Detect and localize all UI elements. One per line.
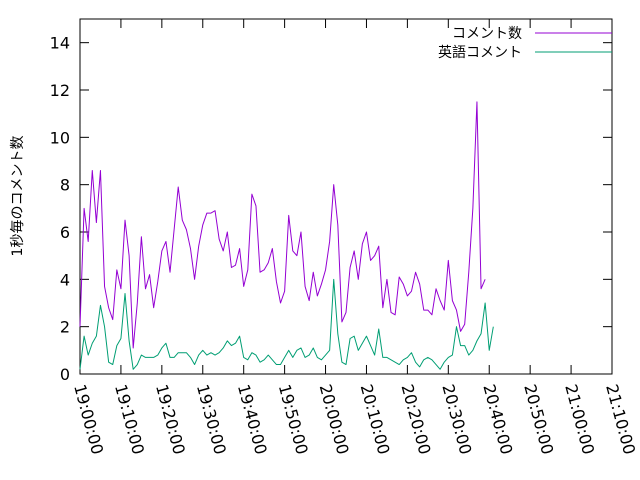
y-tick-label: 10 — [50, 128, 70, 147]
x-tick-label: 20:00:00 — [316, 382, 353, 456]
legend-label-1: コメント数 — [452, 26, 522, 42]
series-line-1 — [79, 101, 486, 349]
series-group — [79, 101, 494, 370]
y-axis: 0 2 4 6 8 10 12 14 — [50, 34, 612, 384]
y-tick-label: 14 — [50, 34, 70, 53]
plot-frame — [79, 18, 613, 375]
y-tick-label: 8 — [60, 176, 70, 195]
y-tick-label: 12 — [50, 81, 70, 100]
y-axis-label: 1秒毎のコメント数 — [10, 136, 26, 257]
x-tick-label: 20:10:00 — [357, 382, 394, 456]
x-tick-label: 19:10:00 — [111, 382, 148, 456]
y-tick-label: 4 — [60, 270, 70, 289]
x-tick-label: 20:30:00 — [438, 382, 475, 456]
plot-area — [79, 18, 613, 375]
y-tick-label: 0 — [60, 365, 70, 384]
x-tick-label: 20:50:00 — [520, 382, 557, 456]
x-tick-label: 20:20:00 — [398, 382, 435, 456]
x-tick-label: 20:40:00 — [479, 382, 516, 456]
x-axis: 19:00:00 19:10:00 19:20:00 19:30:00 19:40:00… — [70, 19, 639, 456]
x-tick-label: 19:00:00 — [70, 382, 107, 456]
y-tick-label: 2 — [60, 318, 70, 337]
x-tick-label: 19:30:00 — [193, 382, 230, 456]
x-tick-label: 19:40:00 — [234, 382, 271, 456]
series-line-2 — [79, 278, 494, 370]
x-tick-label: 21:10:00 — [602, 382, 639, 456]
x-tick-label: 19:50:00 — [275, 382, 312, 456]
x-tick-label: 19:20:00 — [152, 382, 189, 456]
legend-label-2: 英語コメント — [438, 44, 522, 61]
y-tick-label: 6 — [60, 223, 70, 242]
x-tick-label: 21:00:00 — [561, 382, 598, 456]
